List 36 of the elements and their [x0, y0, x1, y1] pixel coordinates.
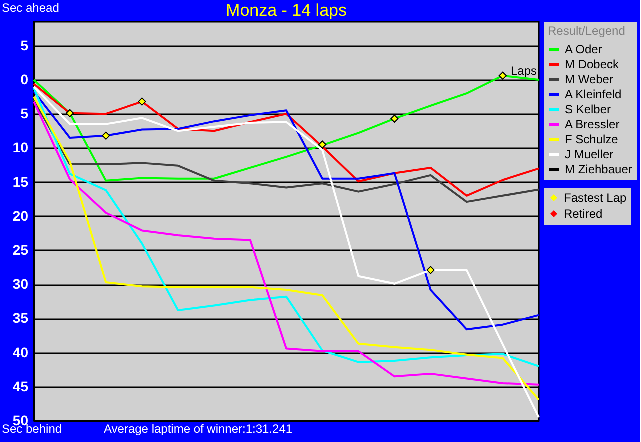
- text: Sec ahead: [2, 1, 60, 15]
- text: Average laptime of winner:1:31.241: [104, 422, 293, 436]
- point: [390, 114, 399, 123]
- point: [66, 109, 74, 118]
- chart-title: Monza - 14 laps: [226, 1, 347, 20]
- y-tick-label: 45: [12, 378, 29, 394]
- y-tick-label: 30: [12, 276, 29, 292]
- legend-label: S Kelber: [565, 102, 612, 116]
- x-axis-title: Laps: [510, 64, 537, 78]
- legend-label: Fastest Lap: [564, 191, 628, 205]
- point: [318, 140, 327, 149]
- y-tick-label: 35: [12, 310, 29, 326]
- legend-label: Retired: [564, 207, 603, 221]
- y-tick-label: 20: [12, 208, 29, 224]
- legend-label: M Weber: [565, 72, 614, 86]
- legend-label: M Ziehbauer: [565, 162, 632, 176]
- legend-label: A Bressler: [565, 118, 620, 132]
- legend-title: Result/Legend: [548, 24, 626, 38]
- legend-label: A Oder: [565, 42, 602, 56]
- point: [102, 132, 110, 140]
- line-series: [33, 83, 540, 197]
- y-tick-label: 25: [12, 242, 29, 258]
- y-tick-label: 0: [20, 71, 29, 88]
- point: [426, 266, 435, 274]
- y-tick-label: 10: [12, 140, 29, 156]
- legend-label: F Schulze: [565, 132, 619, 146]
- point: [138, 98, 146, 106]
- point: [498, 72, 507, 80]
- y-tick-label: 5: [20, 37, 29, 54]
- y-tick-label: 40: [12, 344, 29, 360]
- legend-label: M Dobeck: [565, 58, 620, 72]
- line-series: [33, 98, 540, 204]
- legend-label: J Mueller: [565, 148, 614, 162]
- y-tick-label: 5: [20, 106, 29, 122]
- y-tick-label: 15: [12, 174, 29, 190]
- legend-label: A Kleinfeld: [565, 88, 622, 102]
